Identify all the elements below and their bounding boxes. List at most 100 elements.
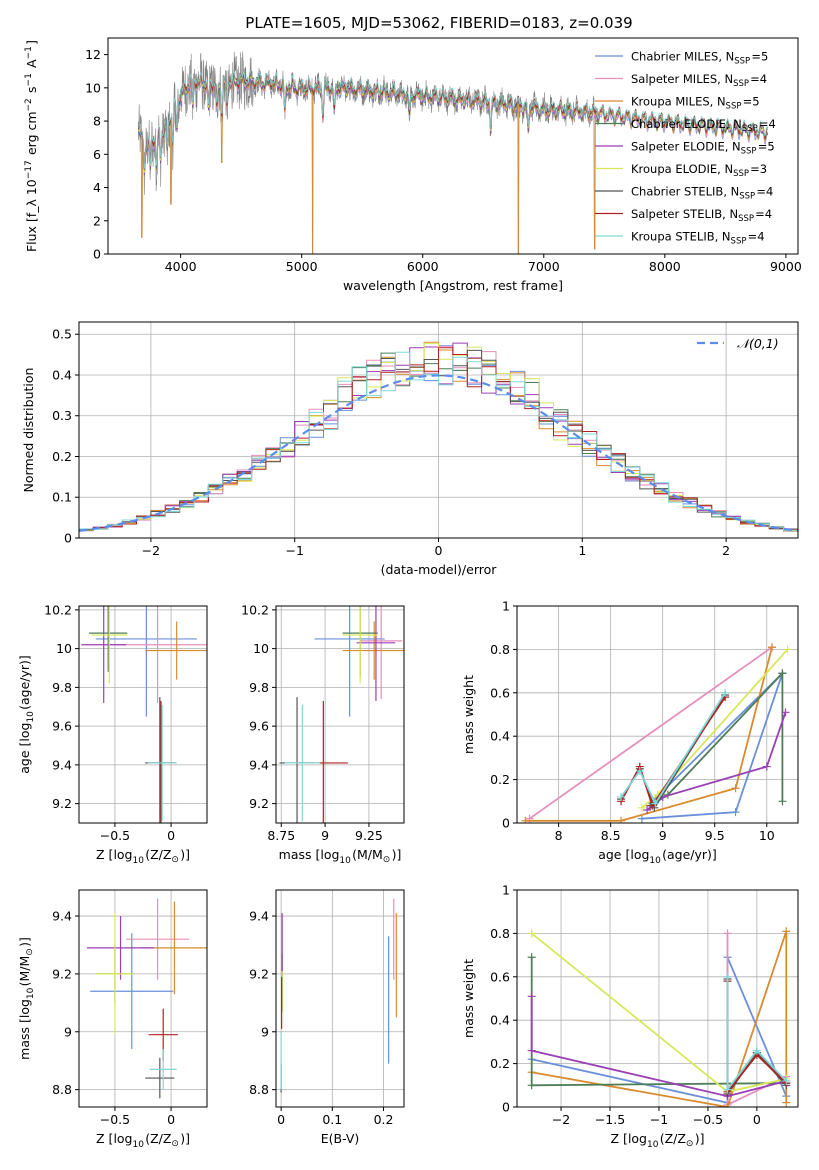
y-tick-label: 0.8 <box>490 926 510 941</box>
plot-area <box>137 51 769 254</box>
axes-frame <box>516 605 799 824</box>
mass-weight-series <box>531 930 788 1107</box>
y-tick-label: 9.6 <box>249 719 269 734</box>
legend-label: Chabrier ELODIE, NSSP =4 <box>631 117 776 134</box>
y-tick-label: 9.8 <box>52 680 72 695</box>
x-tick-label: 8000 <box>649 259 681 274</box>
legend-label: Salpeter MILES, NSSP =4 <box>631 72 767 89</box>
panel-7: −2 −1.5 −1 −0.5 0 0 0.2 0.4 0.6 0.8 1 <box>490 883 799 1127</box>
mass-weight-marker <box>731 784 740 793</box>
y-tick-label: 10 <box>253 641 269 656</box>
plot-area <box>79 341 798 532</box>
y-tick-label: 9.8 <box>249 680 269 695</box>
y-axis-label: mass weight <box>461 675 476 754</box>
x-tick-label: −0.5 <box>100 828 130 843</box>
legend-label: Kroupa ELODIE, NSSP =3 <box>631 162 767 179</box>
mass-weight-marker <box>527 929 536 938</box>
y-tick-label: 1 <box>502 883 510 898</box>
x-axis-label: Z [log10 (Z/Z⊙ )] <box>96 847 190 866</box>
x-tick-label: 6000 <box>407 259 439 274</box>
x-tick-label: 0 <box>277 1112 285 1127</box>
plot-area <box>521 643 792 823</box>
mass-weight-marker <box>778 797 787 806</box>
y-tick-label: 9.2 <box>52 796 72 811</box>
axes-frame <box>78 605 208 824</box>
y-tick-label: 8 <box>93 114 101 129</box>
x-tick-label: 9000 <box>770 259 802 274</box>
axes-frame <box>275 605 405 824</box>
y-tick-label: 0.4 <box>52 367 72 382</box>
chart-layer: 4000 5000 6000 7000 8000 9000024681012wavelen… <box>17 37 802 1150</box>
y-tick-label: 9.4 <box>52 757 72 772</box>
mass-weight-series <box>528 646 773 820</box>
y-tick-label: 9.4 <box>249 757 269 772</box>
x-tick-label: 0 <box>167 1112 175 1127</box>
y-tick-label: 9 <box>261 1024 269 1039</box>
y-tick-label: 0.8 <box>490 642 510 657</box>
x-tick-label: −0.5 <box>693 1112 723 1127</box>
y-tick-label: 1 <box>502 599 510 614</box>
mass-weight-marker <box>723 1103 732 1107</box>
y-tick-label: 0.6 <box>490 685 510 700</box>
plot-area <box>279 606 404 823</box>
mass-weight-marker <box>527 1046 536 1055</box>
x-tick-label: 9.25 <box>355 828 383 843</box>
mass-weight-marker <box>637 803 646 812</box>
mass-weight-marker <box>617 792 626 801</box>
mass-weight-marker <box>783 645 792 654</box>
x-tick-label: 8.5 <box>601 828 621 843</box>
axes-frame <box>78 889 208 1108</box>
panel-3: 8.75 9 9.25 9.2 9.4 9.6 9.8 10 10.2 <box>241 602 405 843</box>
y-tick-label: 0 <box>64 531 72 546</box>
y-axis-label: age [log10 (age/yr)] <box>17 655 36 774</box>
y-tick-label: 0 <box>502 816 510 831</box>
x-tick-label: 10 <box>759 828 775 843</box>
y-tick-label: 10 <box>85 80 101 95</box>
y-tick-label: 0.2 <box>490 1056 510 1071</box>
plot-area <box>527 927 791 1107</box>
y-axis-label: mass [log10 (M/M⊙ )] <box>17 937 36 1060</box>
axes-overlay: −2 −1.5 −1 −0.5 0 0 0.2 0.4 0.6 0.8 1 <box>490 883 799 1127</box>
mass-weight-series <box>530 996 787 1098</box>
axes-overlay: 4000 5000 6000 7000 8000 9000 0 2 4 6 8 10 12 <box>85 37 802 274</box>
y-tick-label: 0.4 <box>490 729 510 744</box>
y-tick-label: 0.6 <box>490 969 510 984</box>
y-axis-label: mass weight <box>461 959 476 1038</box>
legend-label: Salpeter ELODIE, NSSP =5 <box>631 140 775 157</box>
y-tick-label: 9.6 <box>52 719 72 734</box>
x-tick-label: 0 <box>167 828 175 843</box>
x-tick-label: −1 <box>285 543 303 558</box>
x-axis-label: Z [log10 (Z/Z⊙ )] <box>96 1131 190 1150</box>
mass-weight-marker <box>721 688 730 697</box>
plot-area <box>280 898 397 1093</box>
mass-weight-marker <box>521 816 530 823</box>
mass-weight-series <box>726 976 787 1093</box>
x-tick-label: 2 <box>722 543 730 558</box>
legend-label: Kroupa STELIB, NSSP =4 <box>631 230 765 247</box>
x-tick-label: 0.2 <box>374 1112 394 1127</box>
mass-weight-marker <box>782 1098 791 1107</box>
legend-label: 𝒩(0,1) <box>737 336 779 351</box>
y-tick-label: 12 <box>85 47 101 62</box>
plot-area <box>86 898 207 1099</box>
mass-weight-marker <box>778 669 787 678</box>
x-tick-label: −0.5 <box>100 1112 130 1127</box>
axes-overlay: −2 −1 0 1 2 0 0.1 0.2 0.3 0.4 0.5 𝒩(0,1) <box>52 321 799 558</box>
mass-weight-series <box>620 692 726 806</box>
y-tick-label: 0.1 <box>52 490 72 505</box>
legend-label: Chabrier STELIB, NSSP =4 <box>631 185 773 202</box>
mass-weight-marker <box>723 972 732 981</box>
x-tick-label: 8 <box>555 828 563 843</box>
y-tick-label: 0.2 <box>52 449 72 464</box>
mass-weight-marker <box>723 929 732 938</box>
mass-weight-marker <box>651 799 660 808</box>
axes-overlay: 8.75 9 9.25 9.2 9.4 9.6 9.8 10 10.2 <box>241 602 405 843</box>
panel-2: −0.5 0 9.2 9.4 9.6 9.8 10 10.2 <box>44 602 208 843</box>
x-tick-label: 1 <box>578 543 586 558</box>
y-tick-label: 10.2 <box>241 602 269 617</box>
x-tick-label: −1.5 <box>595 1112 625 1127</box>
mass-weight-marker <box>527 1081 536 1090</box>
y-tick-label: 9 <box>64 1024 72 1039</box>
x-tick-label: −2 <box>142 543 160 558</box>
